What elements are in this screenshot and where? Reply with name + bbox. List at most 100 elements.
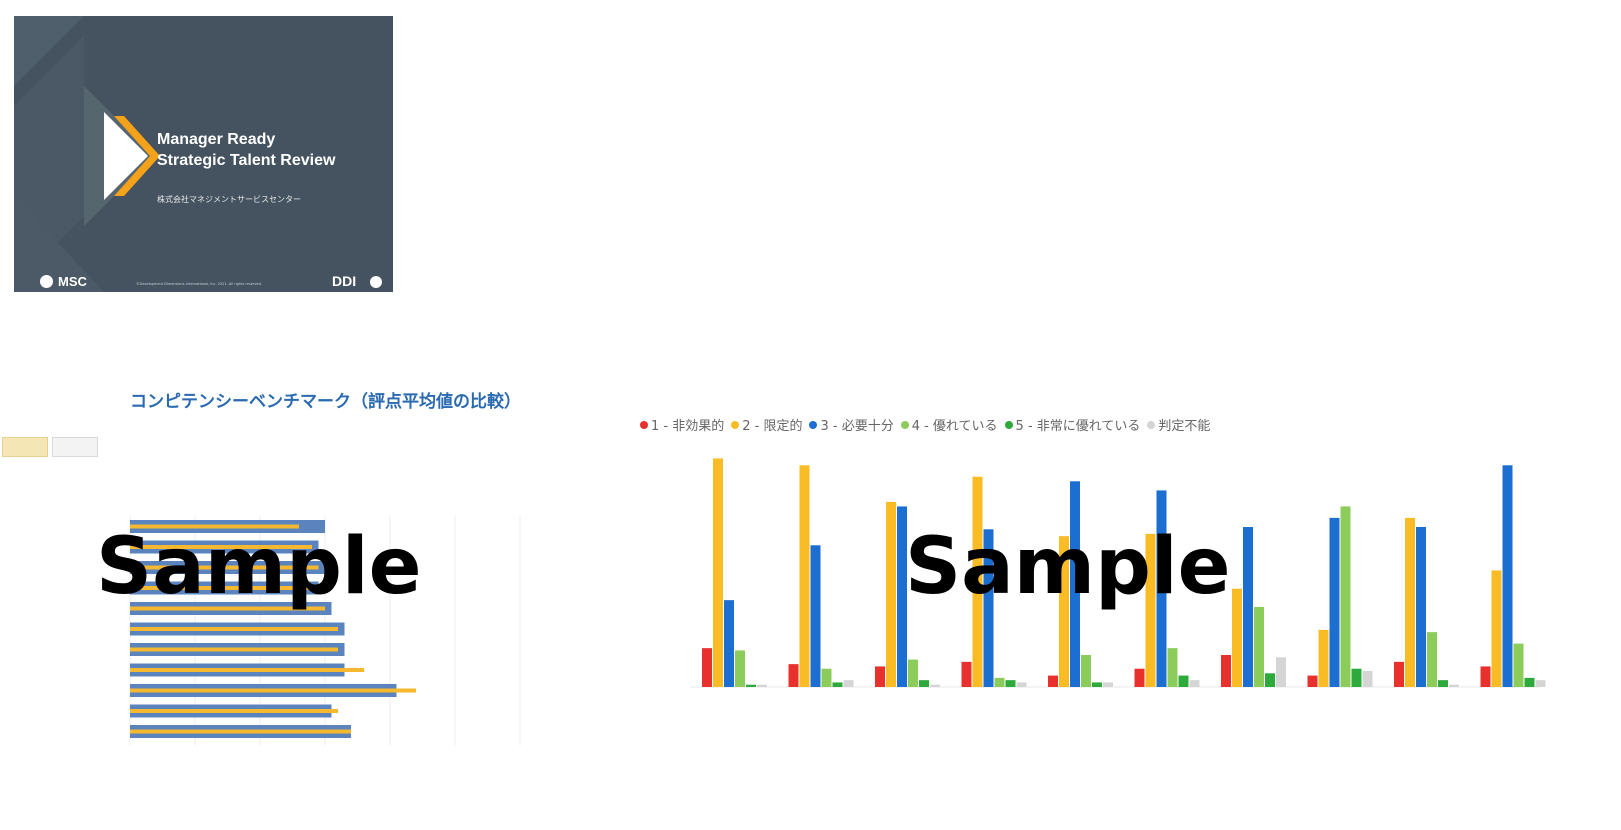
right-bar — [1016, 682, 1027, 687]
msc-logo-icon — [40, 275, 53, 288]
left-bar-series-2 — [130, 647, 338, 652]
competency-benchmark-panel: コンピテンシーベンチマーク（評点平均値の比較） — [0, 385, 560, 785]
right-bar — [702, 648, 712, 687]
right-bar — [875, 666, 885, 687]
left-bar-series-2 — [130, 709, 338, 713]
right-bar — [1221, 655, 1231, 687]
right-bar — [757, 684, 767, 687]
legend-item[interactable]: 5 - 非常に優れている — [1004, 415, 1141, 434]
left-bar-series-2 — [130, 586, 312, 590]
right-bar — [961, 661, 972, 687]
legend-item[interactable]: 判定不能 — [1147, 415, 1210, 434]
company-name: 株式会社マネジメントサービスセンター — [157, 195, 301, 204]
view-button-primary[interactable] — [2, 437, 48, 457]
right-bar — [1178, 675, 1189, 687]
legend-label: 5 - 非常に優れている — [1015, 419, 1141, 434]
right-bar — [1092, 682, 1102, 687]
right-bar — [1405, 517, 1415, 687]
right-bar — [1276, 657, 1286, 687]
right-bar — [994, 677, 1005, 687]
legend-label: 1 - 非効果的 — [651, 419, 725, 434]
right-bar — [788, 664, 799, 687]
right-bar — [1351, 668, 1362, 687]
cover-slide: Manager Ready Strategic Talent Review 株式… — [14, 16, 393, 292]
right-bar — [1167, 648, 1178, 687]
right-bar — [897, 506, 907, 687]
right-bar — [1156, 490, 1167, 687]
ddi-logo-text: DDI — [332, 273, 357, 289]
ddi-logo-icon — [370, 276, 382, 288]
right-bar — [746, 684, 756, 687]
right-bar — [1340, 506, 1351, 687]
left-bar-chart — [129, 516, 521, 746]
orange-chevron-icon — [114, 116, 160, 196]
right-bar — [821, 668, 832, 687]
legend-label: 3 - 必要十分 — [820, 419, 894, 434]
cover-decoration — [14, 16, 160, 292]
right-bar — [1524, 677, 1535, 687]
right-bar — [1189, 680, 1200, 687]
view-button-secondary[interactable] — [52, 437, 98, 457]
right-bar — [972, 476, 983, 687]
right-bar — [1394, 661, 1404, 687]
right-bar — [1265, 673, 1275, 687]
right-bar — [1232, 588, 1242, 687]
rating-distribution-panel: 1 - 非効果的 2 - 限定的 3 - 必要十分 4 - 優れている 5 - 非常に優… — [630, 405, 1580, 805]
left-bar-series-2 — [130, 565, 319, 570]
left-bar-series-2 — [130, 606, 325, 611]
legend-item[interactable]: 1 - 非効果的 — [640, 415, 724, 434]
right-bar — [1254, 607, 1264, 687]
right-bar — [1059, 536, 1069, 687]
cover-title: Manager Ready Strategic Talent Review — [157, 131, 336, 169]
right-bar — [1145, 533, 1156, 687]
right-bar — [1307, 675, 1318, 687]
right-bar — [983, 529, 994, 687]
right-bar — [1449, 684, 1459, 687]
left-bar-series-2 — [130, 688, 416, 693]
left-bar-series-2 — [130, 729, 351, 734]
right-bar — [724, 600, 734, 687]
copyright-text: ©Development Dimensions International, I… — [136, 282, 262, 286]
right-bar — [908, 659, 918, 687]
play-arrow-icon — [104, 112, 148, 200]
right-bar — [810, 545, 821, 687]
right-bar — [1329, 517, 1340, 687]
right-bar — [1070, 481, 1080, 687]
left-bar-series-2 — [130, 668, 364, 672]
right-bar — [1438, 680, 1448, 687]
legend-dot-icon — [809, 420, 818, 429]
right-bar — [1502, 465, 1513, 687]
left-bar-series-2 — [130, 627, 338, 631]
legend-label: 4 - 優れている — [911, 419, 998, 434]
legend-dot-icon — [1004, 420, 1013, 429]
right-bar — [1243, 527, 1253, 687]
legend-label: 判定不能 — [1158, 419, 1211, 434]
right-bar — [1513, 643, 1524, 687]
right-bar — [735, 650, 745, 687]
right-bar — [919, 680, 929, 687]
legend-label: 2 - 限定的 — [742, 419, 803, 434]
legend-item[interactable]: 3 - 必要十分 — [809, 415, 894, 434]
right-bar — [713, 458, 723, 687]
right-bar — [1318, 629, 1329, 687]
right-bar — [1362, 671, 1373, 687]
right-bar — [1134, 668, 1145, 687]
right-bar — [843, 680, 854, 687]
legend-item[interactable]: 4 - 優れている — [900, 415, 998, 434]
right-bar — [1048, 675, 1058, 687]
msc-logo-text: MSC — [58, 274, 87, 289]
right-bar — [1535, 680, 1546, 687]
legend-dot-icon — [900, 420, 909, 429]
legend-dot-icon — [640, 420, 648, 429]
left-bar-series-2 — [130, 524, 299, 529]
right-bar — [1427, 632, 1437, 687]
right-bar — [930, 684, 940, 687]
right-bar — [886, 501, 896, 687]
legend-dot-icon — [1147, 420, 1156, 429]
legend-item[interactable]: 2 - 限定的 — [731, 415, 802, 434]
right-bar — [1416, 527, 1426, 687]
left-bar-series-2 — [130, 545, 312, 549]
right-bar-chart — [690, 458, 1546, 688]
right-bar — [832, 682, 843, 687]
right-bar — [1005, 680, 1016, 687]
